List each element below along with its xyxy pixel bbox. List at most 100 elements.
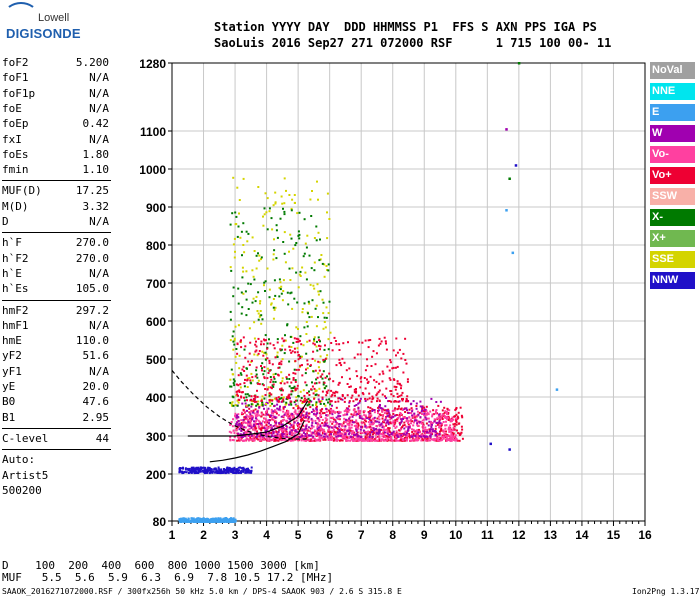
echo-point (249, 399, 252, 402)
echo-point (348, 367, 351, 370)
echo-point (414, 417, 417, 420)
echo-point (360, 415, 363, 418)
echo-point (353, 388, 356, 391)
echo-point (258, 350, 261, 352)
echo-point (229, 318, 232, 321)
echo-point (329, 403, 332, 406)
echo-point (449, 430, 452, 433)
echo-point (376, 400, 378, 403)
echo-point (405, 420, 408, 423)
echo-point (345, 439, 348, 442)
echo-point (247, 404, 250, 407)
echo-point (305, 427, 307, 430)
echo-point (254, 396, 257, 399)
echo-point (290, 381, 293, 384)
echo-point (295, 419, 298, 422)
echo-point (365, 420, 367, 423)
echo-point (249, 432, 252, 435)
echo-point (413, 414, 416, 417)
echo-point (374, 433, 377, 436)
param-name: D (2, 215, 9, 228)
echo-point (280, 389, 283, 392)
echo-point (423, 406, 426, 409)
echo-point (315, 340, 318, 343)
echo-point (270, 414, 272, 417)
echo-point (411, 435, 414, 438)
echo-point (240, 424, 243, 427)
echo-point (311, 299, 314, 302)
echo-point (301, 433, 303, 436)
echo-point (320, 254, 323, 256)
echo-point (263, 351, 266, 354)
echo-point (262, 224, 265, 227)
echo-point (299, 418, 302, 421)
echo-point (211, 519, 214, 521)
echo-point (335, 439, 338, 442)
echo-point (325, 394, 328, 397)
echo-point (303, 394, 306, 397)
echo-point (275, 398, 278, 401)
echo-point (423, 412, 426, 415)
echo-point (295, 326, 298, 329)
echo-point (378, 413, 381, 416)
echo-point (304, 416, 307, 418)
echo-point (340, 398, 342, 401)
echo-point (444, 417, 447, 419)
echo-point (262, 426, 265, 429)
echo-point (327, 437, 330, 440)
echo-point (268, 207, 271, 210)
y-tick-label: 900 (146, 201, 166, 215)
echo-point (431, 423, 433, 426)
echo-point (339, 433, 342, 436)
echo-point (306, 359, 309, 362)
echo-point (438, 426, 441, 429)
echo-point (190, 471, 193, 474)
echo-point (282, 241, 285, 243)
echo-point (319, 426, 322, 429)
echo-point (199, 468, 202, 470)
echo-point (315, 434, 318, 437)
echo-point (264, 351, 267, 354)
echo-point (369, 426, 372, 429)
echo-point (430, 397, 433, 400)
echo-point (354, 434, 357, 436)
echo-point (279, 421, 282, 424)
echo-point (244, 345, 247, 348)
echo-point (291, 350, 294, 353)
echo-point (232, 471, 235, 474)
echo-point (302, 389, 305, 392)
param-value: N/A (89, 86, 109, 100)
echo-point (453, 425, 456, 428)
echo-point (330, 395, 333, 398)
echo-point (295, 242, 298, 244)
echo-point (315, 402, 318, 405)
echo-point (392, 420, 395, 423)
echo-point (260, 258, 262, 261)
echo-point (263, 407, 265, 410)
echo-point (229, 339, 232, 342)
echo-point (400, 420, 403, 423)
echo-point (356, 375, 359, 378)
echo-point (242, 408, 245, 411)
echo-point (411, 416, 414, 419)
echo-point (398, 405, 400, 408)
echo-point (180, 470, 183, 473)
echo-point (346, 394, 349, 397)
echo-point (280, 430, 283, 433)
echo-point (187, 520, 190, 523)
echo-point (338, 428, 341, 431)
echo-point (236, 468, 239, 471)
echo-point (294, 379, 297, 382)
echo-point (391, 415, 393, 418)
echo-point (399, 428, 402, 431)
echo-point (250, 405, 253, 408)
echo-point (314, 433, 317, 436)
echo-point (404, 438, 407, 441)
echo-point (367, 425, 370, 428)
echo-point (450, 432, 453, 435)
echo-point (329, 331, 332, 334)
echo-point (316, 410, 319, 413)
echo-point (261, 369, 263, 372)
echo-point (344, 397, 346, 400)
echo-point (301, 434, 304, 437)
